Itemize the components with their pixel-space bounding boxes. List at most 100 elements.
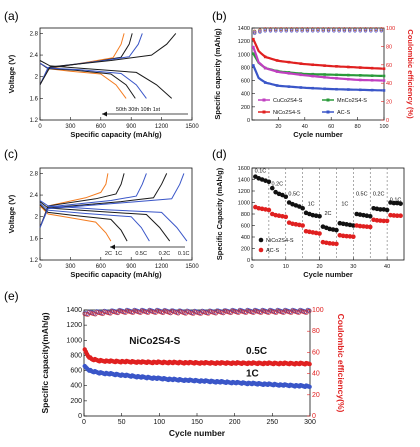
- rate-point-1: [344, 233, 349, 239]
- rate-label: 0.1C: [178, 251, 190, 257]
- efficiency-point: [379, 29, 384, 33]
- x-tick-label: 0: [38, 264, 42, 270]
- y-tick-label: 1400: [238, 26, 250, 32]
- capacity-point: [382, 67, 386, 71]
- rate-point-1: [317, 231, 322, 236]
- y2-tick-label: 40: [386, 81, 392, 87]
- rate-point-1: [310, 230, 316, 235]
- y-tick-label: 1.6: [30, 96, 39, 102]
- y-tick-label: 1.6: [30, 236, 39, 242]
- rate-point-0: [327, 226, 332, 232]
- x-axis-label: Cycle number: [303, 270, 353, 279]
- rate-point-1: [371, 217, 376, 223]
- y-tick-label: 0: [247, 118, 250, 124]
- rate-point-1: [283, 214, 289, 220]
- charge-curve-2: [39, 33, 143, 86]
- rate-point-0: [340, 221, 346, 227]
- charge-curve-3: [39, 33, 177, 86]
- x-axis-label: Specific capacity (mAh/g): [70, 130, 162, 139]
- efficiency-point: [306, 308, 312, 314]
- panel-label-d: (d): [212, 147, 227, 161]
- rate-point-0: [286, 200, 292, 205]
- rate-point-1: [367, 224, 373, 230]
- x-tick-label: 40: [302, 124, 308, 130]
- rate-point-0: [388, 200, 393, 205]
- rate-point-1: [361, 224, 366, 229]
- y-tick-label: 400: [241, 235, 250, 241]
- efficiency-point: [358, 29, 362, 33]
- charge-curve-0: [39, 173, 109, 228]
- rate-point-1: [313, 230, 319, 236]
- legend-label: AC-S: [266, 248, 279, 254]
- discharge-curve-3: [39, 60, 173, 99]
- capacity-point: [335, 73, 338, 77]
- chart-a: 0 300 600 900 1200 1500 1.2 1.6 2 2.4 2.8 Specific …: [7, 27, 199, 139]
- rate-point-1: [364, 224, 370, 229]
- efficiency-point: [374, 29, 378, 33]
- capacity-point: [252, 45, 255, 49]
- capacity-point: [335, 87, 338, 91]
- legend-marker: [262, 110, 266, 114]
- charge-curve-4: [39, 173, 185, 228]
- y2-tick-label: 0: [312, 413, 316, 420]
- y2-tick-label: 60: [386, 63, 392, 69]
- legend-marker: [258, 237, 264, 243]
- rate-point-1: [256, 205, 262, 211]
- y-tick-label: 1400: [66, 307, 82, 314]
- efficiency-point: [353, 29, 357, 33]
- capacity-point: [252, 52, 255, 55]
- efficiency-point: [284, 29, 289, 33]
- capacity-point: [311, 74, 315, 78]
- x-tick-label: 0: [82, 419, 86, 426]
- rate-segment-label: 0.2C: [272, 181, 284, 187]
- x-tick-label: 1200: [155, 124, 169, 130]
- rate-point-1: [337, 232, 343, 238]
- x-tick-label: 900: [126, 124, 137, 130]
- rate-point-1: [280, 214, 285, 219]
- y-tick-label: 2.8: [30, 171, 39, 177]
- legend-marker: [326, 98, 330, 102]
- y-axis-label: Specific Capacity (mAh/g): [215, 167, 224, 260]
- efficiency-point: [268, 29, 273, 33]
- capacity-point: [311, 86, 315, 90]
- y-tick-label: 800: [241, 212, 250, 218]
- x-tick-label: 600: [96, 264, 107, 270]
- rate-point-1: [303, 228, 309, 234]
- y-tick-label: 600: [70, 368, 82, 375]
- legend-marker: [326, 110, 330, 114]
- efficiency-point: [310, 29, 315, 33]
- x-tick-label: 0: [38, 124, 42, 130]
- legend-marker: [258, 247, 264, 253]
- efficiency-point: [274, 29, 278, 33]
- efficiency-point: [363, 29, 368, 33]
- x-tick-label: 0: [250, 264, 253, 270]
- x-tick-label: 100: [379, 124, 388, 130]
- y-tick-label: 1000: [66, 337, 82, 344]
- y-tick-label: 800: [241, 65, 250, 71]
- rate-point-1: [263, 207, 268, 212]
- capacity-point: [323, 64, 326, 67]
- chart-d: 0 10 20 30 4002004006008001000120014001600Cy…: [215, 166, 405, 279]
- rate-point-0: [273, 189, 278, 195]
- rate-point-0: [384, 207, 390, 213]
- x-tick-label: 30: [350, 264, 356, 270]
- rate-point-1: [276, 213, 282, 219]
- y2-tick-label: 0: [386, 118, 389, 124]
- rate-point-0: [391, 200, 397, 206]
- legend-marker: [262, 98, 266, 102]
- y-tick-label: 200: [241, 247, 250, 253]
- y-tick-label: 2: [35, 75, 39, 81]
- efficiency-point: [300, 29, 304, 33]
- rate-point-1: [357, 223, 363, 229]
- rate-point-1: [398, 213, 403, 219]
- capacity-point: [311, 63, 315, 67]
- capacity-point: [287, 72, 291, 75]
- panel-label-e: (e): [4, 289, 19, 303]
- material-label: NiCo2S4-S: [129, 336, 180, 347]
- rate-point-0: [357, 212, 363, 217]
- efficiency-point: [258, 30, 262, 34]
- x-tick-label: 200: [229, 419, 241, 426]
- efficiency-point: [263, 29, 267, 33]
- rate-segment-label: 1C: [341, 201, 348, 207]
- rate-label: 1C: [115, 251, 122, 257]
